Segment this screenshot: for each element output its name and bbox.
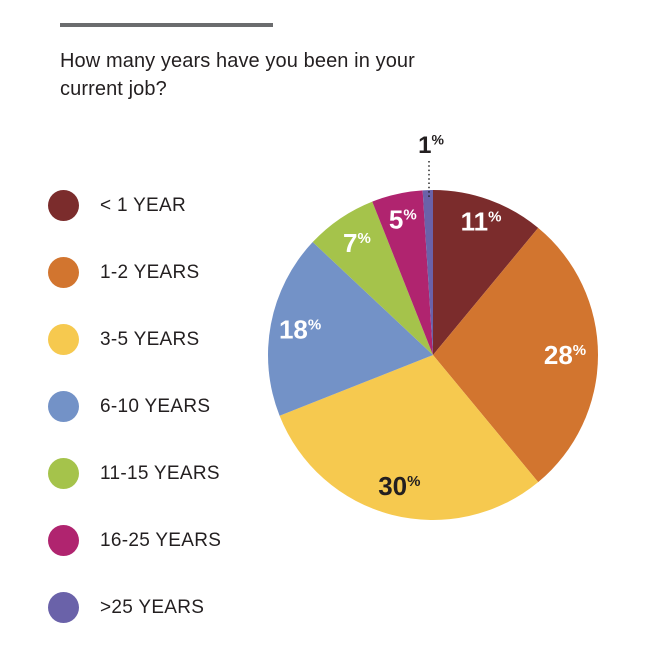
legend-color-dot bbox=[48, 458, 79, 489]
pie-slice bbox=[433, 189, 539, 355]
pie-slice-value-label: 11% bbox=[461, 206, 502, 236]
legend-item-label: >25 YEARS bbox=[100, 596, 205, 618]
pie-slice-value-label: 18% bbox=[279, 315, 321, 345]
legend-item: 1-2 YEARS bbox=[48, 257, 221, 288]
pie-slice bbox=[422, 190, 433, 355]
legend-color-dot bbox=[48, 324, 79, 355]
legend-item-label: 16-25 YEARS bbox=[100, 529, 222, 551]
pie-slice bbox=[433, 227, 598, 483]
pie-slice bbox=[279, 355, 539, 520]
legend-color-dot bbox=[48, 190, 79, 221]
legend-item: 6-10 YEARS bbox=[48, 391, 221, 422]
pie-slice bbox=[268, 242, 433, 416]
chart-question-title: How many years have you been in your cur… bbox=[60, 50, 415, 100]
legend-item: 11-15 YEARS bbox=[48, 458, 221, 489]
legend-item: 3-5 YEARS bbox=[48, 324, 221, 355]
legend-item-label: < 1 YEAR bbox=[100, 194, 187, 216]
pie-slice bbox=[372, 190, 433, 355]
legend-item-label: 6-10 YEARS bbox=[100, 395, 211, 417]
pie-slice-value-label: 5% bbox=[389, 205, 417, 235]
title-rule bbox=[60, 23, 273, 27]
legend-item-label: 1-2 YEARS bbox=[100, 261, 200, 283]
pie-slice-value-label: 30% bbox=[378, 471, 420, 501]
legend-item: 16-25 YEARS bbox=[48, 525, 221, 556]
pie-slice-value-label: 7% bbox=[343, 228, 371, 258]
pie-slice-value-label: 1% bbox=[418, 132, 444, 159]
legend-item: < 1 YEAR bbox=[48, 190, 221, 221]
pie-slice-value-label: 28% bbox=[544, 340, 586, 370]
pie-slice bbox=[312, 201, 433, 355]
legend-item-label: 11-15 YEARS bbox=[100, 462, 220, 484]
legend-color-dot bbox=[48, 391, 79, 422]
legend-color-dot bbox=[48, 257, 79, 288]
legend-color-dot bbox=[48, 592, 79, 623]
legend-item-label: 3-5 YEARS bbox=[100, 328, 200, 350]
legend-color-dot bbox=[48, 525, 79, 556]
pie-legend: < 1 YEAR 1-2 YEARS 3-5 YEARS 6-10 YEARS 11-1… bbox=[48, 190, 221, 623]
legend-item: >25 YEARS bbox=[48, 592, 221, 623]
